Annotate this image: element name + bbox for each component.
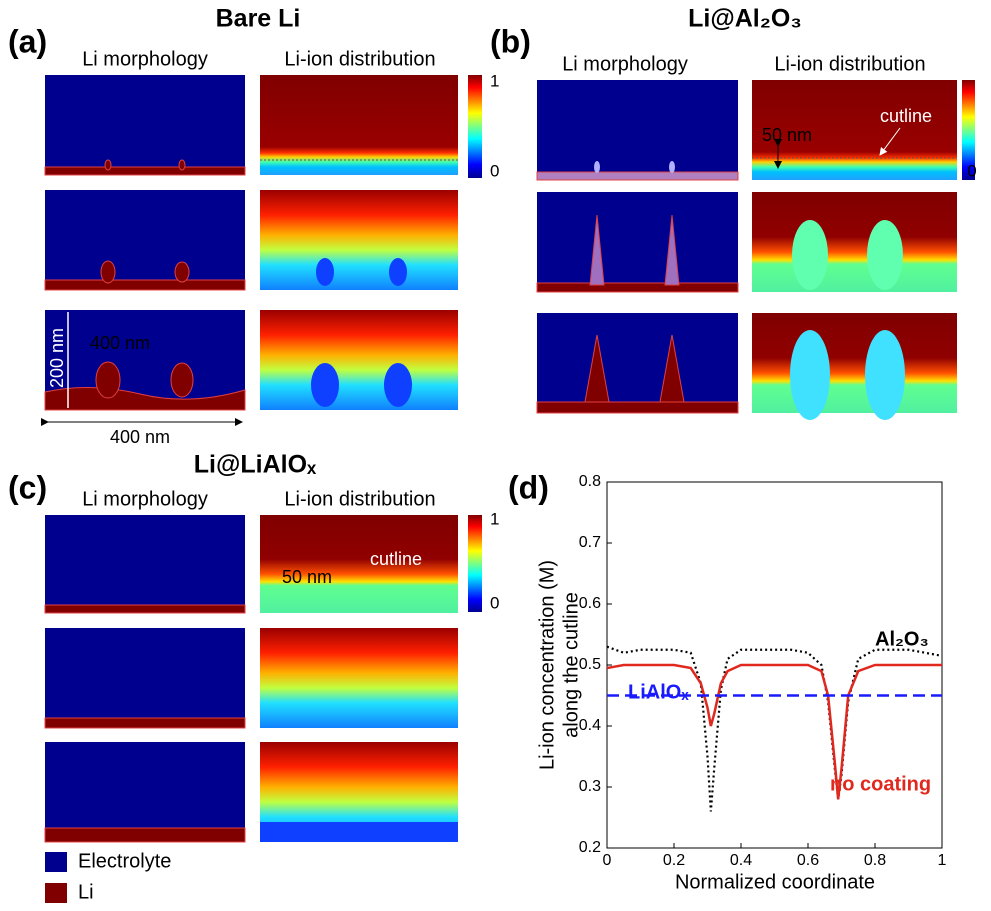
legend-swatch [45, 883, 67, 903]
morphology-images [44, 75, 246, 411]
panel-title: Bare Li [216, 5, 301, 33]
panel-label: (a) [8, 23, 47, 59]
column-header: Li morphology [562, 53, 688, 75]
distribution-images [752, 80, 957, 420]
y-axis-label: along the cutline [560, 592, 582, 738]
annotation: 50 nm [762, 125, 812, 145]
series-label: Al₂O₃ [875, 628, 929, 650]
x-axis-label: Normalized coordinate [675, 871, 875, 893]
annotation: cutline [880, 106, 932, 126]
colorbar-label: 0 [490, 593, 499, 612]
distribution-images [260, 75, 458, 410]
y-tick-label: 0.7 [579, 534, 601, 551]
panel-label: (c) [8, 469, 47, 505]
distribution-images [260, 515, 458, 842]
legend-label: Li [78, 881, 94, 903]
y-axis-label: Li-ion concentration (M) [536, 560, 558, 770]
column-header: Li morphology [82, 48, 208, 70]
y-tick-label: 0.5 [579, 656, 601, 673]
y-tick-label: 0.6 [579, 595, 601, 612]
colorbar-label: 0 [490, 161, 499, 180]
y-tick-label: 0.3 [579, 778, 601, 795]
colorbar [468, 515, 482, 612]
morphology-images [44, 515, 246, 843]
colorbar-label: 1 [490, 509, 499, 528]
x-tick-label: 0.4 [730, 852, 752, 869]
line-chart: 0 0.2 0.4 0.6 0.8 10.20.30.40.50.60.70.8Al₂O₃… [579, 473, 947, 869]
panel-title: Li@Al₂O₃ [688, 5, 802, 33]
x-tick-label: 1 [938, 852, 947, 869]
colorbar [468, 75, 482, 178]
column-header: Li-ion distribution [284, 48, 435, 70]
annotation: 400 nm [110, 427, 170, 447]
panel-title: Li@LiAlOₓ [194, 451, 317, 479]
legend-label: Electrolyte [78, 850, 171, 872]
annotation: 400 nm [90, 333, 150, 353]
x-tick-label: 0 [603, 852, 612, 869]
column-header: Li morphology [82, 488, 208, 510]
series-label: no coating [830, 773, 931, 795]
annotation: 50 nm [282, 567, 332, 587]
colorbar-label: 0 [967, 161, 976, 180]
y-tick-label: 0.4 [579, 717, 601, 734]
panel-label: (d) [508, 469, 549, 505]
series-label: LiAlOₓ [628, 681, 689, 703]
y-tick-label: 0.2 [579, 839, 601, 856]
annotation-arrow [879, 127, 901, 156]
column-header: Li-ion distribution [284, 488, 435, 510]
annotation: cutline [370, 549, 422, 569]
x-tick-label: 0.2 [663, 852, 685, 869]
x-tick-label: 0.6 [797, 852, 819, 869]
x-tick-label: 0.8 [864, 852, 886, 869]
series-line [606, 663, 942, 800]
column-header: Li-ion distribution [774, 53, 925, 75]
annotation: 200 nm [47, 328, 67, 388]
colorbar [962, 80, 975, 180]
colorbar-label: 1 [490, 71, 499, 90]
panel-label: (b) [490, 23, 531, 59]
legend-swatch [45, 852, 67, 872]
y-tick-label: 0.8 [579, 473, 601, 490]
morphology-images [536, 80, 739, 414]
